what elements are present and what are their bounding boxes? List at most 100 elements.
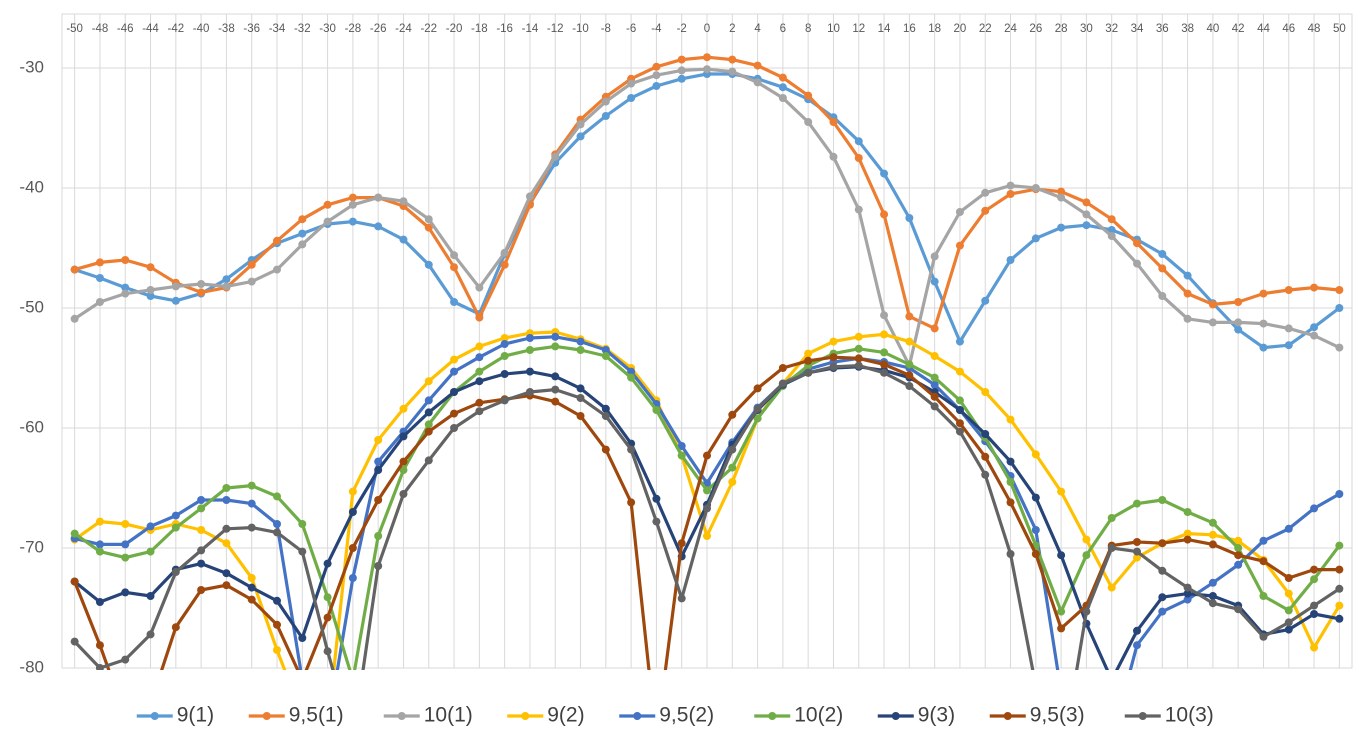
x-tick-label: 4 — [754, 23, 761, 35]
data-point — [95, 547, 104, 556]
data-point — [222, 484, 231, 492]
data-point — [1335, 601, 1344, 610]
data-point — [930, 352, 939, 360]
data-point — [222, 282, 231, 291]
data-point — [854, 137, 863, 146]
data-point — [171, 568, 180, 576]
x-tick-label: 18 — [928, 23, 941, 35]
data-point — [1133, 553, 1141, 562]
data-point — [1107, 583, 1116, 592]
data-point — [601, 97, 610, 106]
data-point — [171, 282, 180, 291]
data-point — [1031, 526, 1040, 534]
data-point — [905, 337, 914, 346]
data-point — [1183, 271, 1192, 280]
x-tick-label: -18 — [471, 23, 488, 35]
legend-label: 10(1) — [424, 704, 473, 727]
data-point — [95, 517, 104, 526]
data-point — [298, 215, 307, 224]
data-point — [374, 222, 383, 231]
data-point — [601, 346, 610, 354]
data-point — [374, 457, 383, 466]
data-point — [930, 380, 939, 389]
x-tick-label: -20 — [446, 23, 463, 35]
data-point — [475, 398, 484, 407]
data-point — [930, 402, 939, 411]
x-tick-label: 6 — [780, 23, 786, 35]
data-point — [197, 526, 206, 534]
data-point — [601, 352, 610, 360]
data-point — [424, 408, 433, 417]
data-point — [348, 193, 357, 202]
legend-swatch — [891, 712, 900, 720]
data-point — [1284, 625, 1293, 634]
data-point — [728, 445, 737, 454]
data-point — [1310, 504, 1319, 513]
data-point — [500, 396, 509, 405]
data-point — [374, 562, 383, 570]
data-point — [1208, 592, 1217, 600]
x-tick-label: 36 — [1156, 23, 1169, 35]
data-point — [880, 311, 889, 320]
data-point — [955, 396, 964, 405]
data-point — [753, 61, 762, 70]
data-point — [1158, 593, 1167, 602]
data-point — [1158, 539, 1167, 548]
data-point — [525, 334, 534, 342]
data-point — [551, 332, 560, 341]
data-point — [348, 574, 357, 582]
data-point — [146, 292, 155, 300]
data-point — [95, 298, 104, 306]
data-point — [1234, 544, 1243, 552]
data-point — [1284, 618, 1293, 627]
data-point — [247, 523, 256, 532]
legend-label: 10(3) — [1165, 704, 1214, 727]
data-point — [171, 296, 180, 305]
data-point — [424, 420, 433, 429]
data-point — [70, 529, 79, 538]
x-tick-label: 48 — [1308, 23, 1321, 35]
x-tick-label: 10 — [827, 23, 840, 35]
data-point — [146, 522, 155, 531]
legend-swatch — [521, 712, 530, 720]
data-point — [652, 82, 661, 90]
data-point — [1006, 181, 1015, 190]
data-point — [450, 367, 459, 376]
data-point — [95, 258, 104, 267]
data-point — [1107, 514, 1116, 522]
data-point — [652, 71, 661, 80]
data-point — [121, 256, 130, 264]
x-tick-label: -42 — [168, 23, 185, 35]
data-point — [121, 520, 130, 528]
data-point — [905, 214, 914, 222]
x-tick-label: -26 — [370, 23, 387, 35]
data-point — [703, 451, 711, 460]
data-point — [424, 223, 433, 232]
data-point — [1158, 250, 1167, 258]
data-point — [1057, 223, 1066, 232]
legend-label: 9,5(2) — [659, 704, 714, 727]
data-point — [95, 664, 104, 670]
x-tick-label: 28 — [1055, 23, 1068, 35]
data-point — [1057, 551, 1066, 560]
data-point — [1133, 538, 1141, 546]
data-point — [1335, 304, 1344, 312]
data-point — [197, 546, 206, 555]
data-point — [222, 581, 231, 590]
data-point — [323, 217, 332, 226]
data-point — [1031, 450, 1040, 459]
x-tick-label: 14 — [878, 23, 891, 35]
x-tick-label: 26 — [1029, 23, 1042, 35]
data-point — [323, 613, 332, 622]
data-point — [1082, 551, 1091, 560]
data-point — [981, 188, 990, 197]
data-point — [273, 520, 281, 528]
data-point — [1259, 319, 1268, 328]
data-point — [627, 79, 636, 88]
data-point — [95, 540, 104, 549]
data-point — [1006, 498, 1015, 507]
data-point — [1259, 536, 1268, 545]
data-point — [1208, 599, 1217, 608]
data-point — [121, 289, 130, 298]
data-point — [1284, 324, 1293, 333]
